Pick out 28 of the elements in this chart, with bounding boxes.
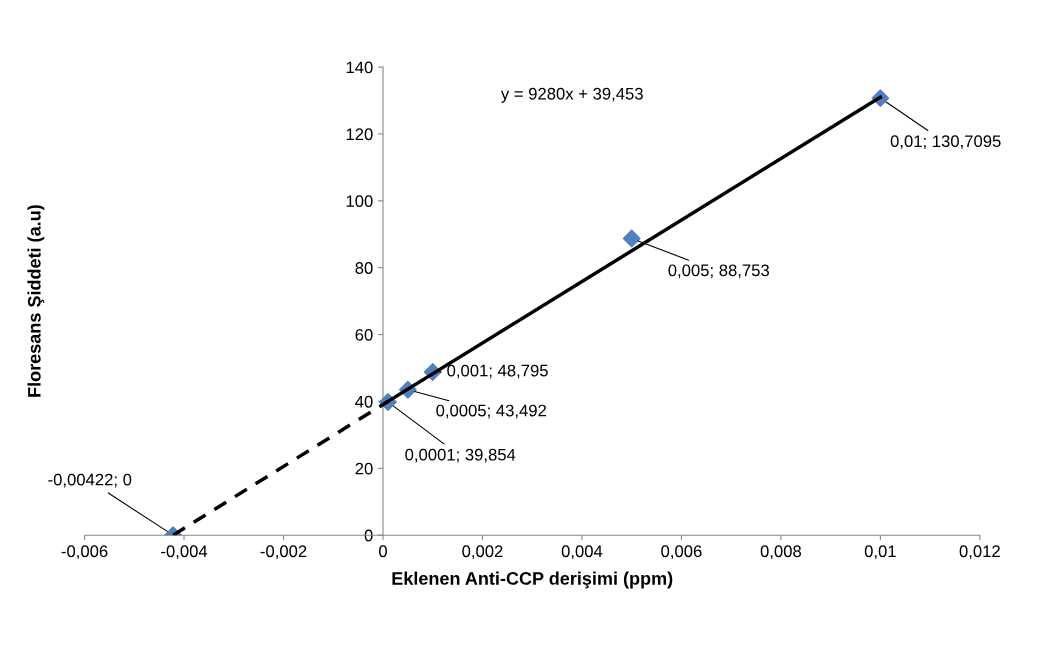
data-label: -0,00422; 0: [48, 473, 132, 488]
data-label: 0,01; 130,7095: [890, 135, 1001, 150]
data-label: 0,005; 88,753: [668, 264, 769, 279]
data-label: 0,0005; 43,492: [436, 404, 547, 419]
x-tick-label: -0,006: [61, 545, 108, 560]
y-tick-label: 100: [346, 195, 373, 208]
annotation: y = 9280x + 39,453: [500, 87, 643, 103]
y-tick-label: 20: [355, 462, 373, 475]
y-tick-label: 40: [355, 395, 373, 408]
x-tick-label: -0,002: [260, 545, 307, 560]
x-tick-label: 0,01: [864, 545, 896, 560]
x-tick-label: 0,004: [561, 545, 603, 560]
y-tick-label: 0: [364, 529, 373, 542]
x-tick-label: 0,006: [661, 545, 702, 560]
x-tick-label: 0,008: [760, 545, 802, 560]
y-tick-label: 60: [355, 328, 373, 341]
x-tick-label: 0,002: [462, 545, 503, 560]
y-axis-title: Floresans Şiddeti (a.u): [27, 205, 45, 397]
data-label: 0,0001; 39,854: [405, 448, 516, 463]
y-tick-label: 80: [355, 262, 373, 274]
x-tick-label: -0,004: [161, 545, 208, 560]
x-axis-title: Eklenen Anti-CCP derişimi (ppm): [392, 571, 673, 589]
x-tick-label: 0,012: [959, 545, 1000, 560]
point: [622, 229, 641, 248]
y-tick-label: 140: [346, 61, 373, 74]
y-tick-label: 120: [346, 128, 373, 141]
x-tick-label: 0: [379, 545, 387, 558]
data-label: 0,001; 48,795: [447, 364, 548, 379]
